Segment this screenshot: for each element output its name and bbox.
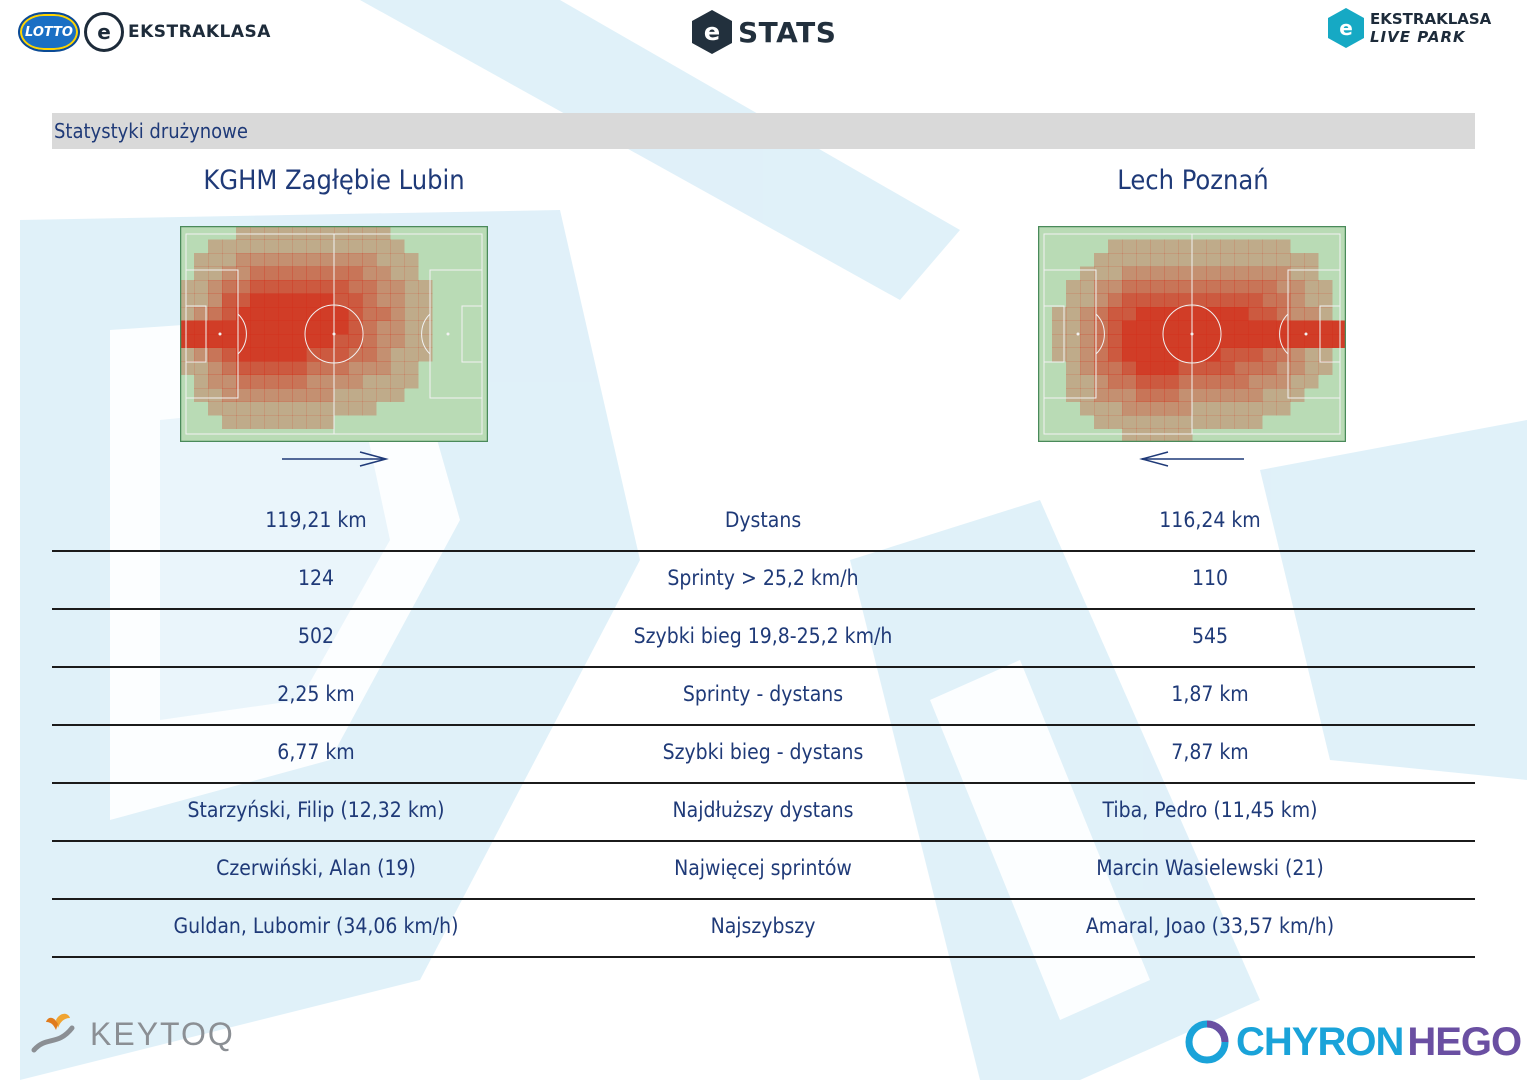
- away-value: 1,87 km: [1171, 682, 1249, 706]
- chyronhego-ring-icon: [1185, 1020, 1229, 1064]
- stats-wordmark: STATS: [738, 15, 837, 49]
- away-team-name: Lech Poznań: [1117, 165, 1269, 196]
- away-attack-direction-arrow: [1139, 451, 1244, 467]
- ekstraklasa-ball-icon: e: [84, 12, 124, 52]
- away-value: 116,24 km: [1159, 508, 1261, 532]
- home-value: 6,77 km: [277, 740, 355, 764]
- stat-label: Sprinty - dystans: [682, 682, 844, 706]
- stat-label: Najszybszy: [710, 914, 816, 938]
- stat-row-sprint-distance: 2,25 km Sprinty - dystans 1,87 km: [52, 668, 1475, 726]
- keytoq-wordmark: KEYTOQ: [90, 1015, 235, 1052]
- stat-row-fastest: Guldan, Lubomir (34,06 km/h) Najszybszy …: [52, 900, 1475, 958]
- away-value: 110: [1191, 566, 1229, 590]
- ekstraklasa-wordmark: EKSTRAKLASA: [128, 22, 271, 42]
- home-value: 502: [297, 624, 335, 648]
- home-value: 2,25 km: [277, 682, 355, 706]
- live-park-line1: EKSTRAKLASA: [1370, 10, 1492, 28]
- home-value: Starzyński, Filip (12,32 km): [187, 798, 445, 822]
- stat-label: Najwięcej sprintów: [674, 856, 852, 880]
- chyron-wordmark: CHYRON: [1236, 1019, 1404, 1064]
- away-value: Amaral, Joao (33,57 km/h): [1085, 914, 1335, 938]
- stat-row-distance: 119,21 km Dystans 116,24 km: [52, 494, 1475, 552]
- home-attack-direction-arrow: [282, 451, 389, 467]
- lotto-ekstraklasa-logo: LOTTO e EKSTRAKLASA: [18, 10, 271, 54]
- stat-label: Najdłuższy dystans: [672, 798, 854, 822]
- stat-label: Szybki bieg - dystans: [662, 740, 864, 764]
- stat-row-fast-runs: 502 Szybki bieg 19,8-25,2 km/h 545: [52, 610, 1475, 668]
- home-team-name: KGHM Zagłębie Lubin: [203, 165, 465, 196]
- home-heatmap-pitch: [180, 226, 488, 442]
- home-value: Czerwiński, Alan (19): [216, 856, 416, 880]
- away-value: Tiba, Pedro (11,45 km): [1102, 798, 1318, 822]
- stat-row-most-sprints: Czerwiński, Alan (19) Najwięcej sprintów…: [52, 842, 1475, 900]
- stat-row-longest-distance: Starzyński, Filip (12,32 km) Najdłuższy …: [52, 784, 1475, 842]
- section-title: Statystyki drużynowe: [54, 119, 248, 143]
- section-header-bar: Statystyki drużynowe: [52, 113, 1475, 149]
- team-stats-table: 119,21 km Dystans 116,24 km 124 Sprinty …: [52, 494, 1475, 958]
- hego-wordmark: HEGO: [1407, 1019, 1522, 1064]
- live-park-line2: LIVE PARK: [1370, 28, 1466, 46]
- keytoq-logo: KEYTOQ: [28, 1004, 235, 1064]
- away-value: 545: [1191, 624, 1229, 648]
- away-heatmap-pitch: [1038, 226, 1346, 442]
- away-value: 7,87 km: [1171, 740, 1249, 764]
- e-hexagon-icon: e: [692, 10, 732, 54]
- stat-label: Dystans: [724, 508, 802, 532]
- home-value: Guldan, Lubomir (34,06 km/h): [173, 914, 459, 938]
- away-value: Marcin Wasielewski (21): [1096, 856, 1324, 880]
- chyronhego-logo: CHYRON HEGO: [1182, 1014, 1522, 1070]
- stat-label: Sprinty > 25,2 km/h: [667, 566, 859, 590]
- home-value: 119,21 km: [265, 508, 367, 532]
- stat-label: Szybki bieg 19,8-25,2 km/h: [633, 624, 893, 648]
- lotto-badge: LOTTO: [18, 12, 80, 52]
- stat-row-sprints: 124 Sprinty > 25,2 km/h 110: [52, 552, 1475, 610]
- home-value: 124: [297, 566, 335, 590]
- keytoq-swoosh-icon: [31, 1013, 75, 1053]
- live-park-logo: e EKSTRAKLASA LIVE PARK: [1328, 6, 1491, 50]
- estats-logo: e STATS: [692, 9, 836, 55]
- stat-row-fast-run-distance: 6,77 km Szybki bieg - dystans 7,87 km: [52, 726, 1475, 784]
- live-park-hexagon-icon: e: [1328, 8, 1364, 48]
